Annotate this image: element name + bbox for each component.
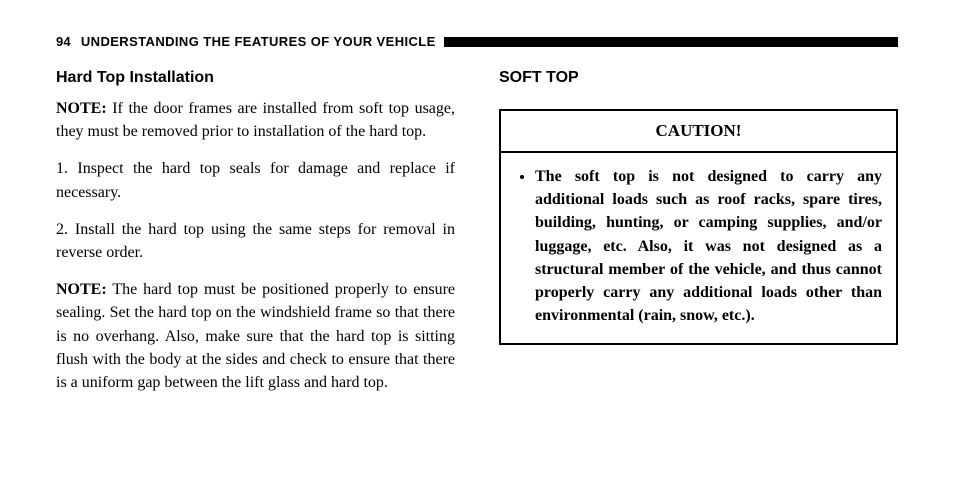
caution-body: The soft top is not designed to carry an… bbox=[501, 153, 896, 343]
step-2: 2. Install the hard top using the same s… bbox=[56, 218, 455, 264]
caution-title: CAUTION! bbox=[656, 121, 742, 140]
caution-title-row: CAUTION! bbox=[501, 111, 896, 153]
note-text-1: If the door frames are installed from so… bbox=[56, 100, 455, 140]
caution-list: The soft top is not designed to carry an… bbox=[515, 165, 882, 327]
header-rule-bar bbox=[444, 37, 898, 47]
note-paragraph-2: NOTE: The hard top must be positioned pr… bbox=[56, 278, 455, 394]
section-heading-soft-top: SOFT TOP bbox=[499, 69, 898, 87]
left-column: Hard Top Installation NOTE: If the door … bbox=[56, 69, 455, 408]
running-header: 94 UNDERSTANDING THE FEATURES OF YOUR VE… bbox=[56, 34, 898, 49]
right-column: SOFT TOP CAUTION! The soft top is not de… bbox=[499, 69, 898, 408]
subheading-hard-top-installation: Hard Top Installation bbox=[56, 69, 455, 87]
page-number: 94 bbox=[56, 34, 71, 49]
note-label-1: NOTE: bbox=[56, 100, 107, 117]
chapter-title: UNDERSTANDING THE FEATURES OF YOUR VEHIC… bbox=[81, 34, 436, 49]
note-paragraph-1: NOTE: If the door frames are installed f… bbox=[56, 97, 455, 143]
caution-list-item: The soft top is not designed to carry an… bbox=[535, 165, 882, 327]
step-1: 1. Inspect the hard top seals for damage… bbox=[56, 157, 455, 203]
content-columns: Hard Top Installation NOTE: If the door … bbox=[56, 69, 898, 408]
page: 94 UNDERSTANDING THE FEATURES OF YOUR VE… bbox=[0, 0, 954, 438]
caution-box: CAUTION! The soft top is not designed to… bbox=[499, 109, 898, 345]
note-text-2: The hard top must be positioned properly… bbox=[56, 281, 455, 391]
note-label-2: NOTE: bbox=[56, 281, 107, 298]
